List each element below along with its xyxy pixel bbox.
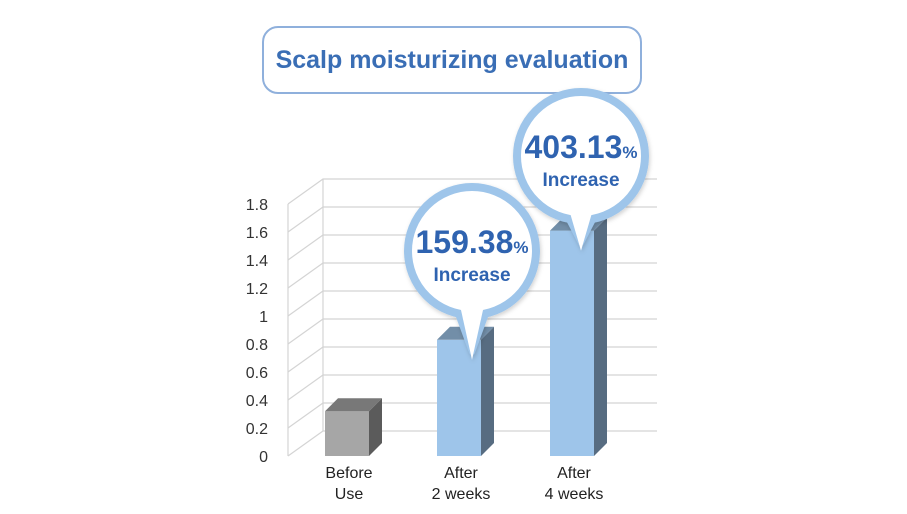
x-tick-label: Before Use — [325, 465, 372, 503]
bar-front — [325, 411, 369, 456]
bar — [325, 398, 382, 456]
y-axis: 0 0.2 0.4 0.6 0.8 1 1.2 1.4 1.6 1.8 — [246, 197, 268, 466]
x-tick-label: After 4 weeks — [545, 465, 604, 503]
bar-front — [437, 339, 481, 456]
x-tick-label: After 2 weeks — [432, 465, 491, 503]
grid-lines — [287, 178, 657, 457]
bar — [437, 326, 494, 456]
y-tick-label: 1.4 — [246, 253, 268, 270]
callout-pointer-fill — [459, 301, 485, 360]
y-tick-label: 0 — [259, 449, 268, 466]
y-tick-label: 1.6 — [246, 225, 268, 242]
bar — [550, 217, 607, 456]
bar-side — [369, 398, 382, 456]
y-tick-label: 1 — [259, 309, 268, 326]
y-tick-label: 0.2 — [246, 421, 268, 438]
chart-title: Scalp moisturizing evaluation — [262, 26, 642, 94]
y-tick-label: 0.8 — [246, 337, 268, 354]
bar-top — [325, 398, 382, 412]
x-axis: Before Use After 2 weeks After 4 weeks — [325, 465, 603, 503]
callout-percentage: 159.38% — [416, 224, 529, 260]
y-tick-label: 0.4 — [246, 393, 268, 410]
y-tick-label: 1.2 — [246, 281, 268, 298]
callout-bubble — [404, 183, 540, 360]
bar-side — [481, 326, 494, 456]
y-tick-label: 1.8 — [246, 197, 268, 214]
callout-percentage: 403.13% — [525, 129, 638, 165]
y-tick-label: 0.6 — [246, 365, 268, 382]
bar-side — [594, 217, 607, 456]
callout-label: Increase — [542, 170, 619, 191]
callout-pointer-fill — [568, 206, 594, 251]
callouts: 159.38% Increase 403.13% Increase — [404, 88, 649, 360]
callout-label: Increase — [433, 265, 510, 286]
bar-front — [550, 230, 594, 456]
callout-bubble — [513, 88, 649, 251]
bars — [325, 217, 607, 456]
